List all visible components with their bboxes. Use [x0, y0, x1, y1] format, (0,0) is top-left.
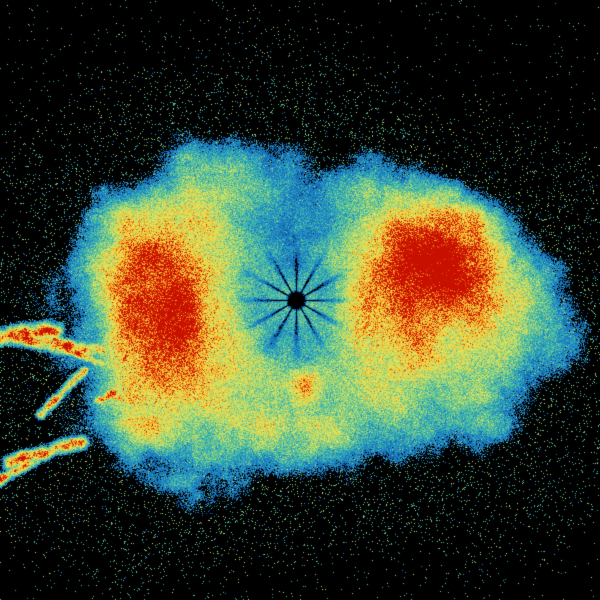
false-colour-intensity-map — [0, 0, 600, 600]
astronomical-image-viewport — [0, 0, 600, 600]
